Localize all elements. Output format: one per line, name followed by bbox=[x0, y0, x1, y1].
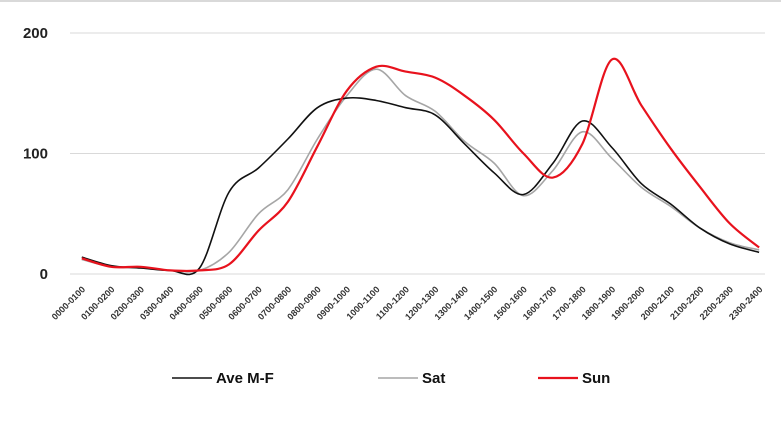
series-line-ave-m-f bbox=[81, 96, 760, 276]
legend-label-ave-m-f: Ave M-F bbox=[216, 370, 274, 387]
series-line-sun bbox=[81, 57, 760, 273]
y-axis-ticks: 200 100 0 bbox=[23, 25, 48, 283]
series-line-sat bbox=[81, 68, 760, 273]
y-tick-label: 0 bbox=[40, 266, 48, 283]
y-tick-label: 100 bbox=[23, 146, 48, 163]
legend-label-sun: Sun bbox=[582, 370, 610, 387]
series-lines bbox=[81, 57, 760, 276]
legend: Ave M-F Sat Sun bbox=[172, 370, 610, 387]
x-axis-ticks: 0000-01000100-02000200-03000300-04000400… bbox=[50, 284, 765, 322]
y-tick-label: 200 bbox=[23, 25, 48, 42]
gridlines bbox=[70, 32, 765, 275]
legend-label-sat: Sat bbox=[422, 370, 445, 387]
